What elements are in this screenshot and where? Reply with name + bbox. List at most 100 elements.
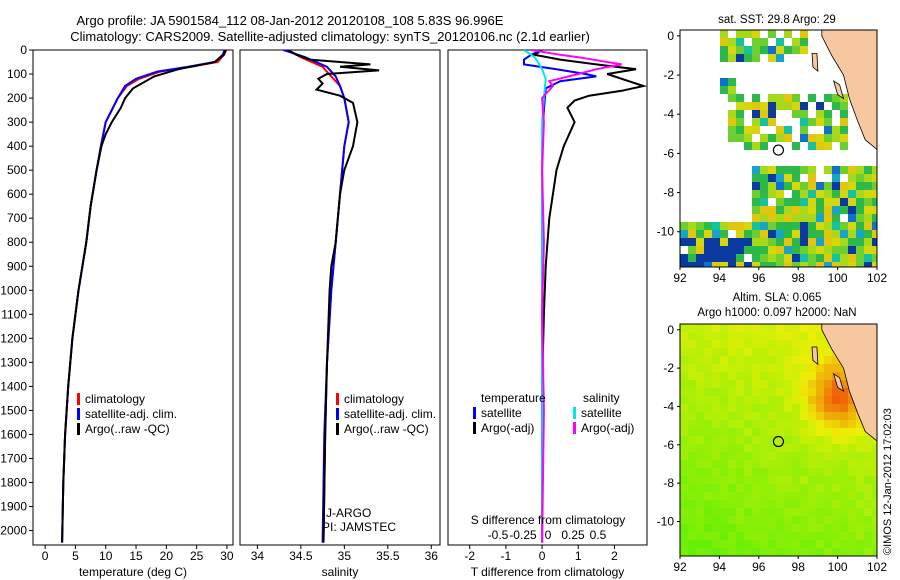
sst-cell [760,262,768,267]
sla-cell [744,444,752,452]
sla-cell [776,436,784,444]
sst-cell [728,54,736,62]
map-y-tick-label: -4 [663,107,674,121]
sla-cell [824,484,832,492]
sla-cell [800,380,808,388]
sst-cell [848,198,856,206]
sst-cell [864,230,872,238]
sla-cell [792,428,800,436]
sla-cell [704,324,712,332]
map-x-tick-label: 102 [867,271,887,285]
sst-cell [864,262,872,267]
sla-cell [736,332,744,340]
sla-cell [680,492,688,500]
sst-cell [728,94,736,102]
sst-cell [824,262,832,267]
sla-cell [792,348,800,356]
sst-cell [800,110,808,118]
sst-cell [824,134,832,142]
sst-cell [752,206,760,214]
sla-cell [720,356,728,364]
sla-cell [808,508,816,516]
sst-cell [792,262,800,267]
sla-cell [840,468,848,476]
sst-cell [840,134,848,142]
sst-cell [768,166,776,174]
sst-cell [856,222,864,230]
sla-cell [720,508,728,516]
sla-cell [800,364,808,372]
sst-cell [792,214,800,222]
sla-cell [744,388,752,396]
sla-cell [792,492,800,500]
sla-cell [752,492,760,500]
sla-cell [856,484,864,492]
sst-cell [792,254,800,262]
sst-cell [768,214,776,222]
sla-cell [832,444,840,452]
sla-cell [760,404,768,412]
sla-cell [800,404,808,412]
argo-position-marker [772,144,785,156]
sst-cell [808,262,816,267]
sla-cell [720,476,728,484]
sla-cell [736,484,744,492]
sla-cell [768,340,776,348]
sst-cell [696,246,704,254]
sla-cell [792,468,800,476]
sla-cell [720,404,728,412]
sla-cell [752,428,760,436]
sst-cell [800,126,808,134]
sla-cell [832,396,840,404]
sst-cell [848,214,856,222]
sst-cell [728,38,736,46]
sst-cell [792,102,800,110]
sla-cell [816,460,824,468]
sla-cell [744,532,752,540]
sst-cell [848,206,856,214]
sst-cell [752,46,760,54]
sla-cell [712,508,720,516]
sst-cell [864,238,872,246]
sla-cell [792,524,800,532]
x-tick-label: 15 [129,549,143,563]
sst-cell [840,230,848,238]
sst-cell [768,230,776,238]
sst-cell [872,198,877,206]
sst-cell [776,46,784,54]
sla-cell [736,428,744,436]
sst-cell [680,238,688,246]
sla-cell [728,404,736,412]
sla-cell [752,372,760,380]
sla-cell [712,500,720,508]
sla-cell [848,444,856,452]
argo-position-marker [772,435,785,448]
sla-cell [792,364,800,372]
sst-cell [872,254,877,262]
sst-cell [768,254,776,262]
sla-cell [856,460,864,468]
sla-cell [784,540,792,548]
x-tick-label: 34 [251,549,265,563]
sla-cell [712,324,720,332]
sla-cell [832,436,840,444]
sla-cell [752,332,760,340]
sla-cell [816,332,824,340]
sla-cell [784,356,792,364]
sla-cell [752,348,760,356]
sla-cell [792,420,800,428]
sst-cell [744,126,752,134]
map-y-tick-label: -10 [657,225,675,239]
sst-cell [760,206,768,214]
sla-cell [720,452,728,460]
map-x-tick-label: 96 [752,271,766,285]
sla-cell [712,532,720,540]
x-axis-label: salinity [322,565,359,579]
sla-cell [704,348,712,356]
sla-cell [704,412,712,420]
difference-panel: -2 -1 0 1 2 T difference from climatology temp… [447,49,648,579]
sst-cell [856,214,864,222]
sla-cell [760,492,768,500]
sla-cell [840,372,848,380]
sla-cell [752,540,760,548]
